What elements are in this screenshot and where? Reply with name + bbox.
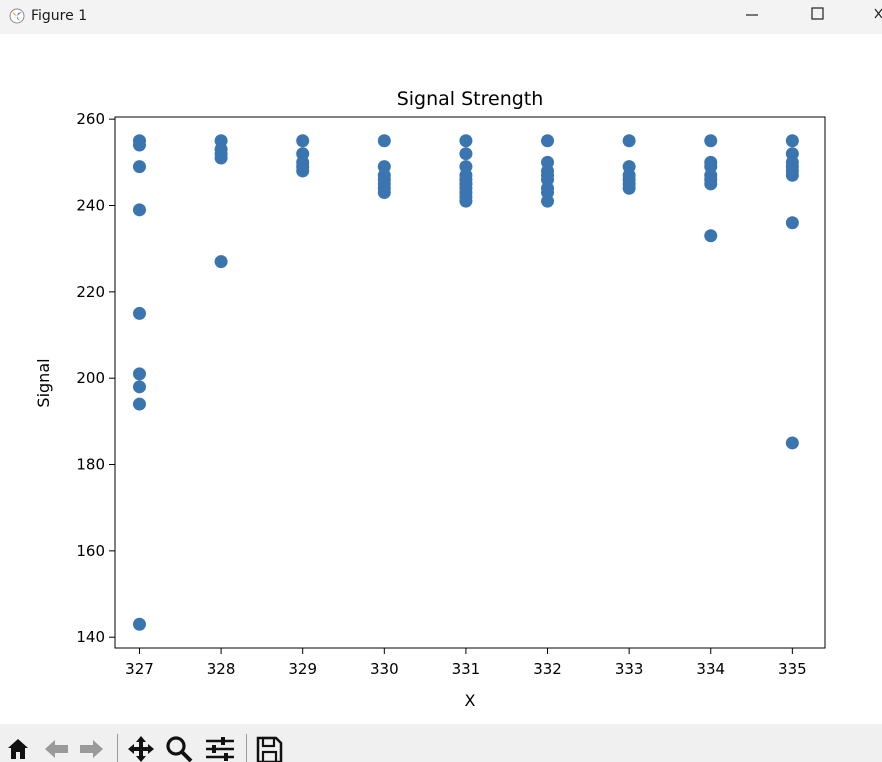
close-icon (874, 8, 882, 19)
scatter-point (132, 306, 146, 320)
forward-button[interactable] (78, 735, 106, 762)
x-tick-label: 329 (288, 660, 317, 678)
title-bar[interactable]: Figure 1 (0, 0, 882, 34)
scatter-point (622, 181, 636, 195)
scatter-point (459, 134, 473, 148)
y-tick-label: 140 (76, 628, 105, 646)
scatter-point (785, 216, 799, 230)
y-tick-label: 240 (76, 197, 105, 215)
toolbar-separator (246, 734, 247, 762)
save-icon (256, 736, 283, 762)
scatter-point (541, 194, 555, 208)
home-button[interactable] (6, 735, 30, 762)
zoom-icon (166, 736, 193, 762)
scatter-point (459, 147, 473, 161)
zoom-button[interactable] (164, 735, 194, 762)
pan-icon (128, 736, 154, 762)
scatter-point (622, 134, 636, 148)
minimize-icon (746, 14, 758, 16)
scatter-point (214, 151, 228, 165)
back-button[interactable] (42, 735, 70, 762)
back-arrow-icon (45, 740, 68, 758)
scatter-chart: Signal Strength 140 160 180 200 220 240 260 32… (34, 88, 826, 710)
scatter-point (704, 229, 718, 243)
y-axis: 140 160 180 200 220 240 260 (76, 110, 115, 646)
chart-title: Signal Strength (397, 88, 544, 110)
save-button[interactable] (254, 735, 284, 762)
toolbar-separator (117, 734, 118, 762)
forward-arrow-icon (80, 740, 103, 758)
figure-canvas[interactable]: Signal Strength 140 160 180 200 220 240 260 32… (0, 34, 882, 724)
configure-subplots-button[interactable] (204, 735, 236, 762)
scatter-point (377, 134, 391, 148)
window-title: Figure 1 (31, 8, 88, 24)
scatter-point (214, 255, 228, 269)
scatter-point (296, 134, 310, 148)
scatter-points (132, 134, 799, 631)
configure-subplots-icon (206, 737, 234, 761)
matplotlib-app-icon (9, 8, 25, 24)
scatter-point (459, 194, 473, 208)
scatter-point (377, 186, 391, 200)
scatter-point (785, 436, 799, 450)
y-tick-label: 220 (76, 283, 105, 301)
x-tick-label: 328 (207, 660, 236, 678)
scatter-point (132, 138, 146, 152)
scatter-point (132, 380, 146, 394)
x-tick-label: 334 (696, 660, 725, 678)
scatter-point (459, 177, 473, 191)
navigation-toolbar (0, 724, 882, 762)
scatter-point (785, 134, 799, 148)
scatter-point (132, 367, 146, 381)
x-tick-label: 333 (615, 660, 644, 678)
scatter-point (132, 160, 146, 174)
scatter-point (785, 168, 799, 182)
x-tick-label: 327 (125, 660, 154, 678)
minimize-button[interactable] (728, 0, 774, 34)
scatter-point (541, 134, 555, 148)
x-tick-label: 335 (778, 660, 807, 678)
y-tick-label: 160 (76, 542, 105, 560)
maximize-button[interactable] (795, 0, 841, 34)
x-axis: 327 328 329 330 331 332 333 334 335 (125, 648, 807, 678)
scatter-point (132, 397, 146, 411)
x-tick-label: 331 (452, 660, 481, 678)
y-tick-label: 260 (76, 110, 105, 128)
x-tick-label: 330 (370, 660, 399, 678)
home-icon (8, 739, 28, 759)
scatter-point (704, 177, 718, 191)
y-tick-label: 200 (76, 369, 105, 387)
close-button[interactable] (850, 0, 882, 34)
scatter-point (704, 134, 718, 148)
y-tick-label: 180 (76, 456, 105, 474)
scatter-point (296, 164, 310, 178)
x-axis-label: X (465, 691, 476, 710)
pan-button[interactable] (126, 735, 156, 762)
scatter-point (132, 203, 146, 217)
maximize-icon (811, 7, 824, 20)
scatter-point (132, 617, 146, 631)
y-axis-label: Signal (34, 358, 53, 407)
x-tick-label: 332 (533, 660, 562, 678)
